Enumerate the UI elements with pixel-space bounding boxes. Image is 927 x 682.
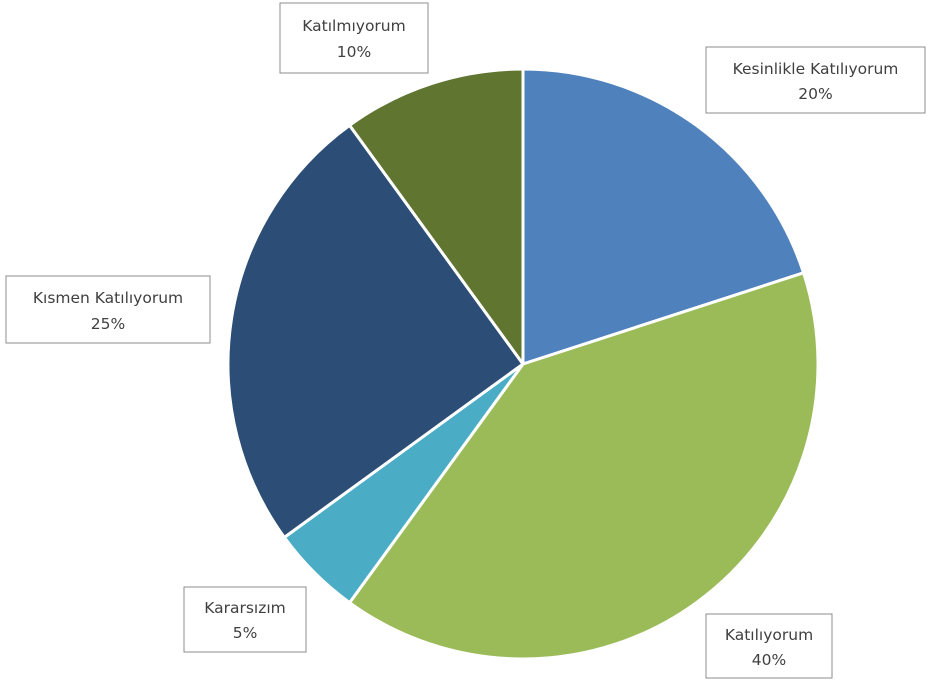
data-label-katilmiyorum-value: 10%: [337, 43, 371, 61]
pie-slice-katiliyorum: [348, 271, 820, 661]
data-label-katiliyorum: Katılıyorum 40%: [705, 613, 833, 679]
pie-slices: [226, 67, 820, 661]
data-label-katiliyorum-value: 40%: [752, 651, 786, 669]
data-label-kismen-katiliyorum: Kısmen Katılıyorum 25%: [5, 275, 211, 344]
data-label-katilmiyorum-category: Katılmıyorum: [302, 17, 405, 35]
pie-slice-kismen-katiliyorum: [226, 123, 525, 539]
data-label-katiliyorum-category: Katılıyorum: [725, 626, 813, 644]
data-label-kismen-katiliyorum-value: 25%: [91, 315, 125, 333]
pie-slice-katilmiyorum: [348, 67, 525, 366]
data-label-kararsizim-category: Kararsızım: [204, 599, 286, 617]
data-label-kesinlikle-katiliyorum-value: 20%: [798, 85, 832, 103]
pie-slice-kesinlikle-katiliyorum: [521, 67, 806, 366]
data-label-kararsizim: Kararsızım 5%: [183, 586, 307, 653]
data-label-kararsizim-value: 5%: [233, 624, 258, 642]
data-label-kesinlikle-katiliyorum-category: Kesinlikle Katılıyorum: [733, 60, 899, 78]
data-label-kismen-katiliyorum-category: Kısmen Katılıyorum: [33, 289, 183, 307]
data-label-kesinlikle-katiliyorum: Kesinlikle Katılıyorum 20%: [705, 46, 926, 114]
data-label-katilmiyorum: Katılmıyorum 10%: [279, 2, 429, 74]
